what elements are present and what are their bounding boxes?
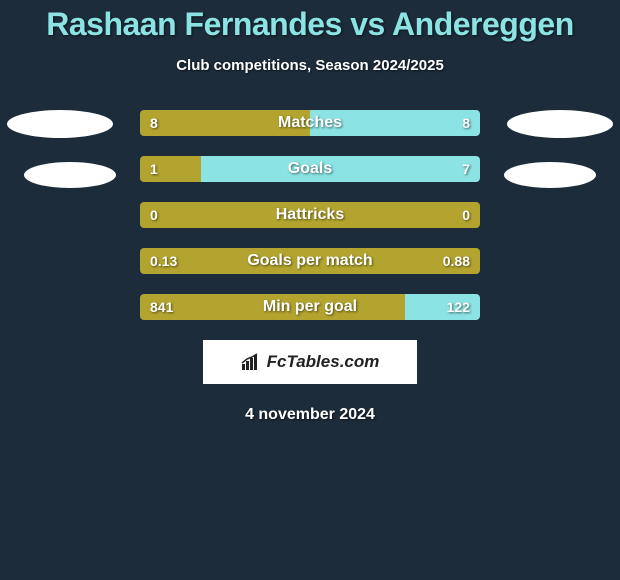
bar-fill-right: [310, 110, 480, 136]
subtitle: Club competitions, Season 2024/2025: [0, 57, 620, 74]
bar-row: 00Hattricks: [140, 202, 480, 228]
bar-row: 0.130.88Goals per match: [140, 248, 480, 274]
page-title: Rashaan Fernandes vs Andereggen: [0, 0, 620, 43]
date-text: 4 november 2024: [0, 406, 620, 424]
bar-row: 17Goals: [140, 156, 480, 182]
bar-row: 88Matches: [140, 110, 480, 136]
bar-fill-right: [201, 156, 480, 182]
placeholder-oval: [7, 110, 113, 138]
bar-fill-left: [140, 156, 201, 182]
chart-area: 88Matches 17Goals 00Hattricks 0.130.88Goals…: [0, 110, 620, 320]
brand-badge: FcTables.com: [203, 340, 417, 384]
placeholder-oval: [507, 110, 613, 138]
bar-fill-left: [140, 248, 480, 274]
bar-row: 841122Min per goal: [140, 294, 480, 320]
bar-fill-left: [140, 202, 480, 228]
bar-fill-left: [140, 294, 405, 320]
placeholder-oval: [504, 162, 596, 188]
placeholder-oval: [24, 162, 116, 188]
comparison-bars: 88Matches 17Goals 00Hattricks 0.130.88Goals…: [140, 110, 480, 320]
brand-text: FcTables.com: [267, 352, 380, 372]
bar-fill-left: [140, 110, 310, 136]
bar-chart-icon: [241, 353, 263, 371]
bar-fill-right: [405, 294, 480, 320]
